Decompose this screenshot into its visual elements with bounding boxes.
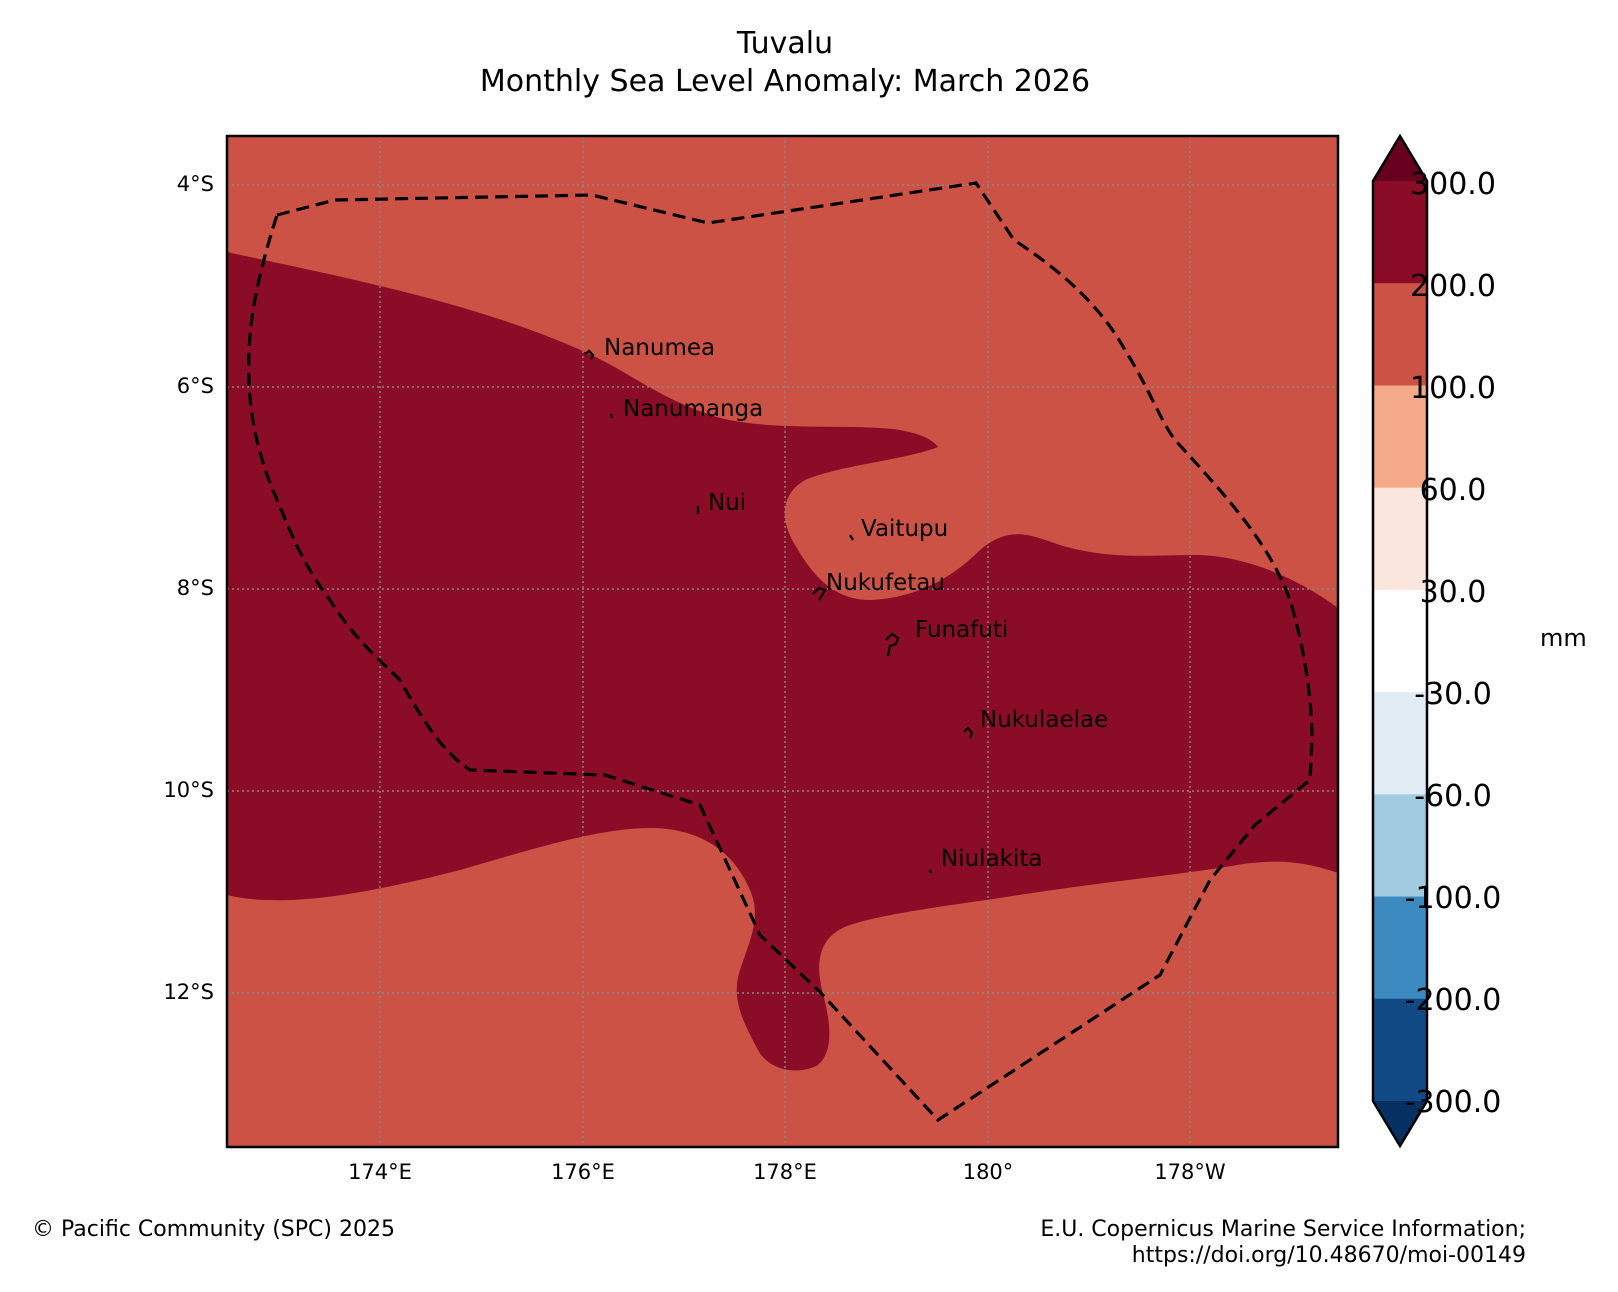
- colorbar-band: [1373, 692, 1427, 795]
- colorbar-band: [1373, 487, 1427, 591]
- longitude-label-174e: 174°E: [348, 1160, 412, 1184]
- latitude-label-10s: 10°S: [163, 778, 214, 802]
- island-label-niulakita: Niulakita: [941, 846, 1042, 872]
- colorbar-extend-bottom: [1373, 1101, 1427, 1146]
- island-label-vaitupu: Vaitupu: [861, 516, 948, 542]
- island-marker-nukufetau: [812, 586, 827, 601]
- island-marker-vaitupu: [849, 534, 854, 541]
- island-marker-nanumanga: [609, 413, 614, 419]
- island-marker-niulakita: [928, 869, 933, 874]
- eez-boundary: [247, 181, 1314, 1123]
- colorbar-band: [1373, 896, 1427, 1000]
- colorbar-band: [1373, 589, 1427, 693]
- latitude-label-6s: 6°S: [176, 374, 214, 398]
- map-subtitle: Monthly Sea Level Anomaly: March 2026: [479, 64, 1091, 99]
- longitude-label-178w: 178°W: [1154, 1160, 1226, 1184]
- island-label-nui: Nui: [708, 490, 746, 516]
- island-label-nukulaelae: Nukulaelae: [980, 707, 1108, 733]
- longitude-label-176e: 176°E: [551, 1160, 615, 1184]
- colorbar-outline: [1371, 133, 1429, 1149]
- colorbar-label-30: 30.0: [1419, 575, 1487, 610]
- anomaly-band-200-300: [227, 252, 1338, 1071]
- data-source-credit: E.U. Copernicus Marine Service Informati…: [1040, 1217, 1526, 1269]
- island-label-funafuti: Funafuti: [915, 617, 1008, 643]
- latitude-label-4s: 4°S: [176, 172, 214, 196]
- map-title: Tuvalu: [736, 26, 834, 61]
- copyright-credit: © Pacific Community (SPC) 2025: [32, 1217, 395, 1242]
- island-marker-nukulaelae: [963, 726, 974, 739]
- colorbar-extend-top: [1373, 136, 1427, 181]
- anomaly-field: [227, 136, 1338, 1147]
- longitude-label-178e: 178°E: [753, 1160, 817, 1184]
- data-source-doi: https://doi.org/10.48670/moi-00149: [1131, 1243, 1526, 1268]
- island-label-nanumanga: Nanumanga: [623, 396, 763, 422]
- island-label-nanumea: Nanumea: [604, 335, 715, 361]
- latitude-label-12s: 12°S: [163, 980, 214, 1004]
- colorbar-band: [1373, 998, 1427, 1102]
- colorbar-band: [1373, 181, 1427, 284]
- colorbar-label-300: 300.0: [1410, 167, 1496, 202]
- island-marker-funafuti: [885, 632, 900, 657]
- colorbar-band: [1373, 794, 1427, 898]
- island-label-nukufetau: Nukufetau: [826, 570, 945, 596]
- colorbar: [1371, 133, 1429, 1149]
- colorbar-label-60: 60.0: [1419, 473, 1487, 508]
- map-frame: [225, 134, 1340, 1149]
- data-source-line: E.U. Copernicus Marine Service Informati…: [1040, 1217, 1526, 1242]
- colorbar-label-neg100: -100.0: [1404, 881, 1502, 916]
- island-layer: Nanumea Nanumanga Nui Vaitupu Nukufetau Funaf…: [584, 335, 1108, 874]
- graticule: [227, 136, 1338, 1147]
- colorbar-label-neg60: -60.0: [1414, 779, 1492, 814]
- island-marker-nanumea: [584, 349, 595, 360]
- latitude-label-8s: 8°S: [176, 576, 214, 600]
- colorbar-label-neg200: -200.0: [1404, 983, 1502, 1018]
- colorbar-label-100: 100.0: [1410, 371, 1496, 406]
- colorbar-band: [1373, 385, 1427, 489]
- colorbar-unit: mm: [1540, 624, 1587, 652]
- longitude-label-180: 180°: [962, 1160, 1014, 1184]
- colorbar-band: [1373, 283, 1427, 386]
- colorbar-label-200: 200.0: [1410, 269, 1496, 304]
- colorbar-label-neg30: -30.0: [1414, 677, 1492, 712]
- colorbar-label-neg300: -300.0: [1404, 1085, 1502, 1120]
